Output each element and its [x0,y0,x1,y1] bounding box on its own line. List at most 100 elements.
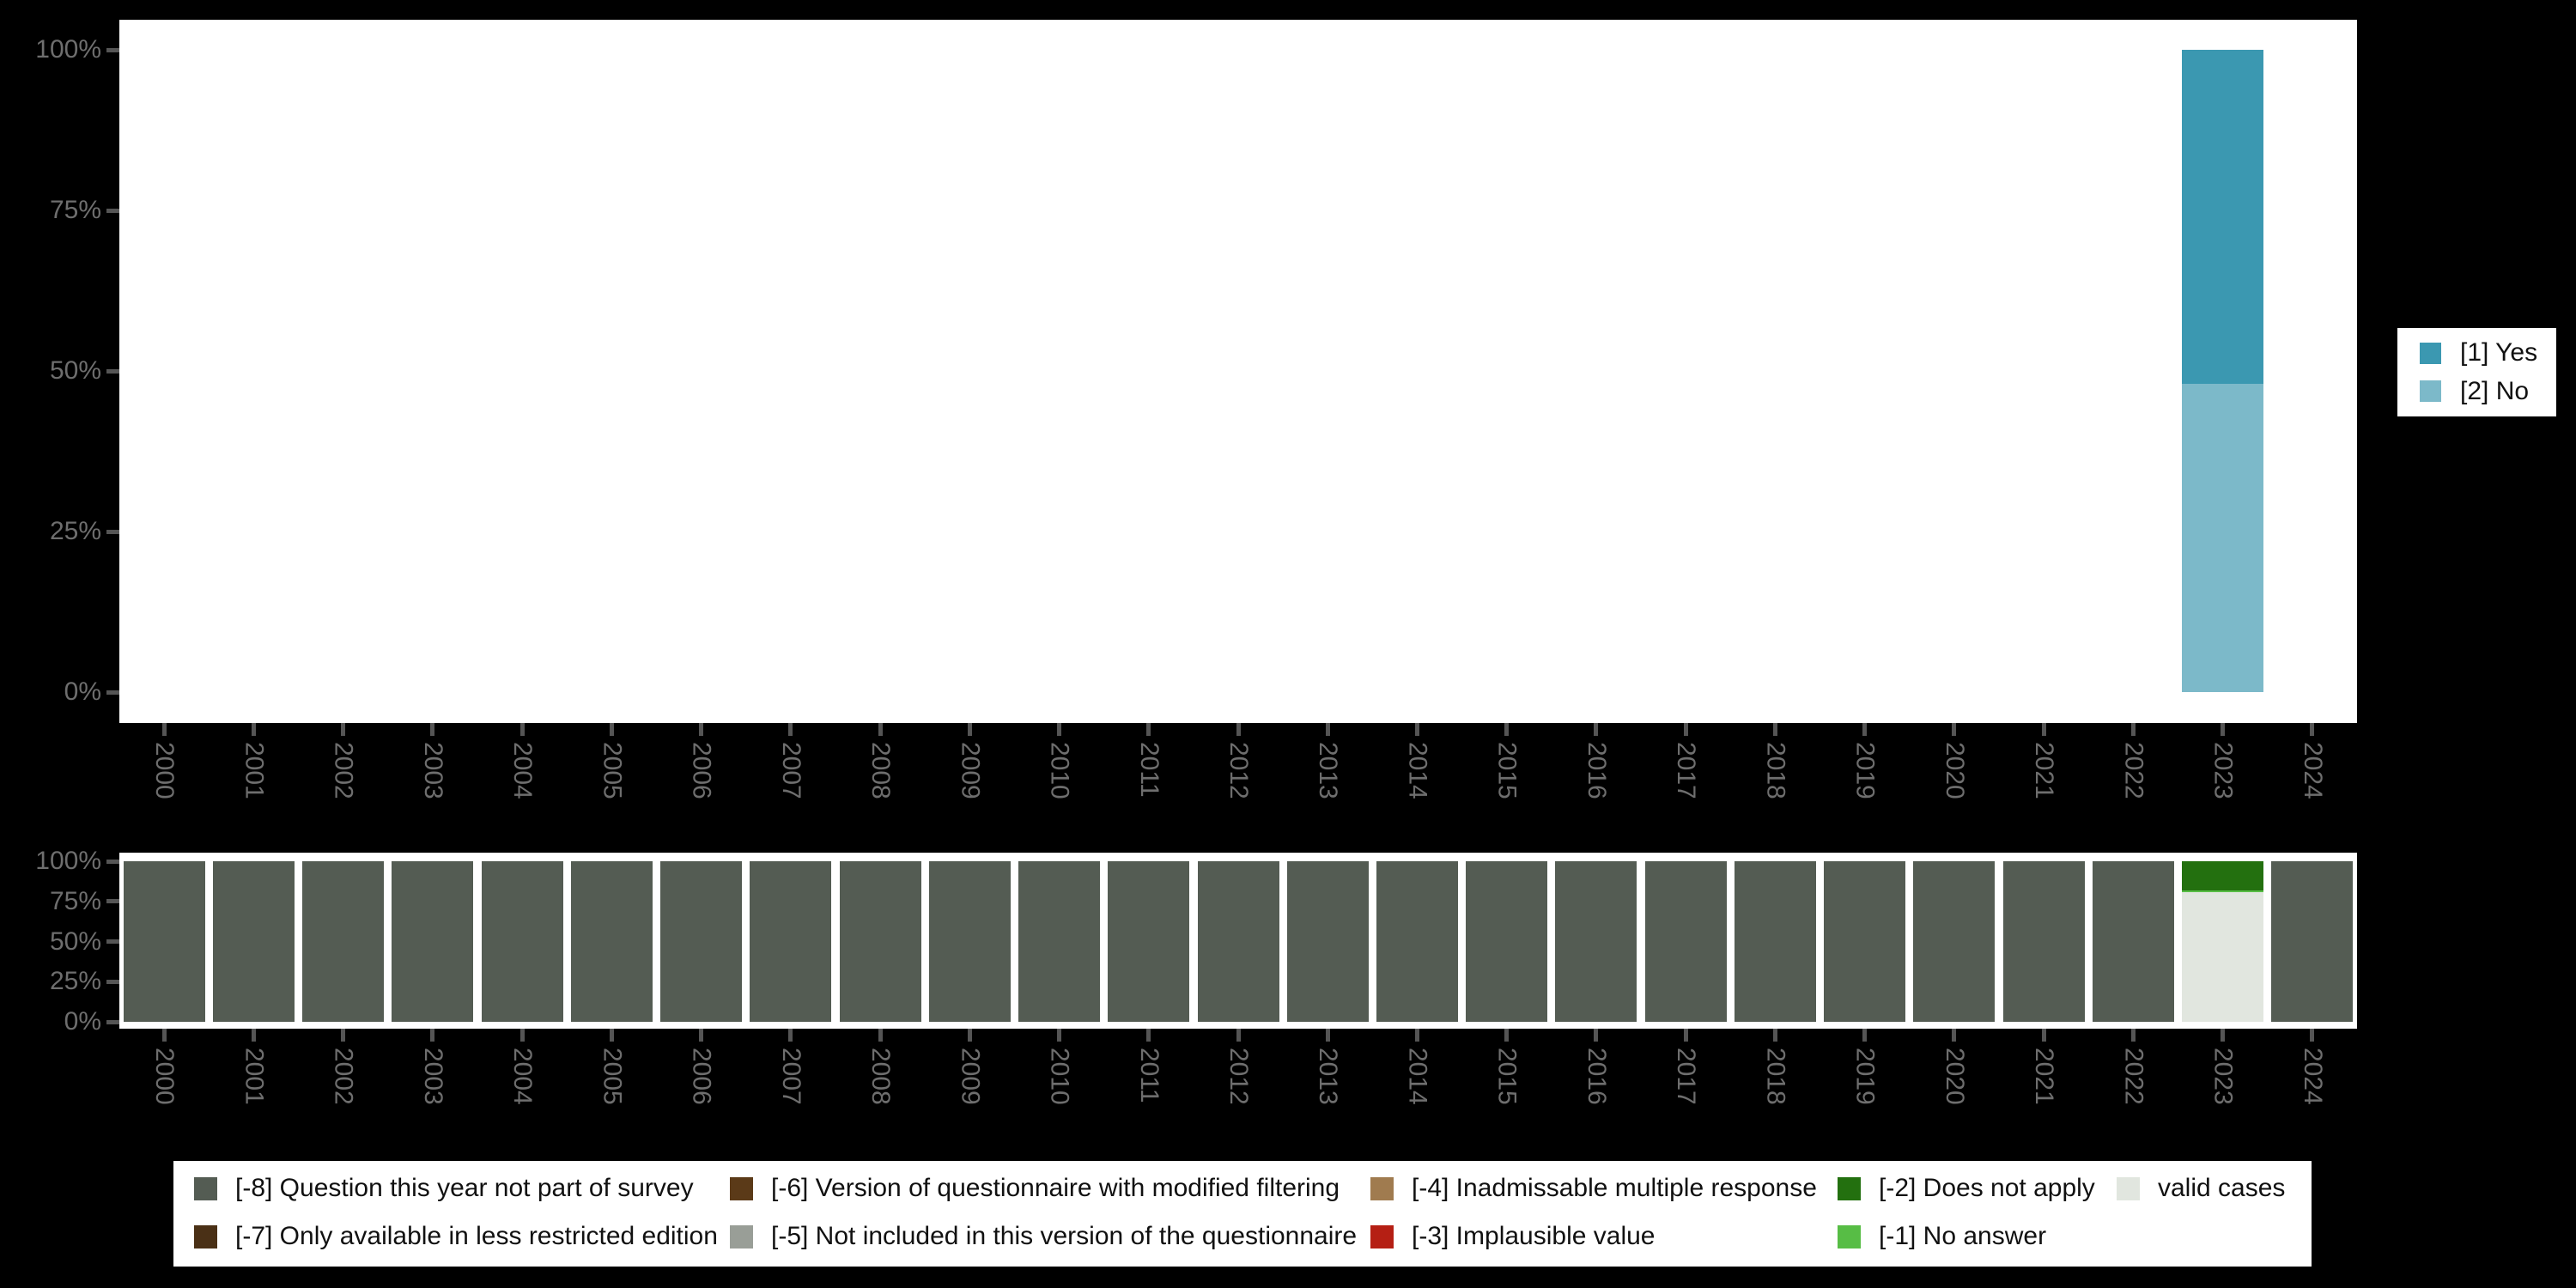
x-tick-label: 2012 [1224,742,1253,799]
missing-legend-item: [-8] Question this year not part of surv… [194,1174,694,1203]
legend-item: [1] Yes [2420,338,2556,368]
x-tick-mark [1772,723,1777,736]
x-tick-label: 2004 [508,1048,538,1105]
bar-segment-2023 [2182,50,2264,384]
x-tick-label: 2003 [418,742,447,799]
y-tick-mark [106,979,119,984]
bar-segment-2015 [1466,861,1548,1022]
y-tick-label: 50% [49,927,101,956]
legend-label: valid cases [2158,1174,2286,1202]
x-tick-mark [430,1029,435,1042]
x-tick-mark [1236,723,1241,736]
missing-values-legend: [-8] Question this year not part of surv… [173,1161,2312,1267]
bar-segment-2017 [1644,861,1727,1022]
missing-legend-item: [-7] Only available in less restricted e… [194,1222,718,1251]
x-tick-mark [1772,1029,1777,1042]
bar-segment-2024 [2271,861,2354,1022]
y-tick-mark [106,47,119,52]
x-tick-label: 2016 [1582,742,1611,799]
x-tick-mark [699,1029,704,1042]
bar-segment-2023 [2182,892,2264,1022]
x-tick-label: 2022 [2119,742,2148,799]
bar-segment-2023 [2182,383,2264,692]
x-tick-mark [878,723,883,736]
x-tick-mark [2310,1029,2315,1042]
legend-label: [-7] Only available in less restricted e… [235,1222,718,1250]
x-tick-label: 2017 [1672,1048,1701,1105]
bar-segment-2018 [1734,861,1816,1022]
bar-segment-2008 [839,861,921,1022]
x-tick-mark [1414,723,1419,736]
x-tick-mark [1594,723,1599,736]
x-tick-mark [519,1029,525,1042]
x-tick-label: 2023 [2208,742,2238,799]
bar-segment-2005 [570,861,653,1022]
y-tick-label: 25% [49,967,101,996]
x-tick-mark [699,723,704,736]
legend-label: [-5] Not included in this version of the… [771,1222,1358,1250]
legend-swatch [2420,342,2441,364]
bar-segment-2002 [302,861,385,1022]
x-tick-label: 2000 [150,742,179,799]
bar-segment-2010 [1018,861,1101,1022]
missing-legend-item: [-6] Version of questionnaire with modif… [730,1174,1340,1203]
x-tick-label: 2013 [1314,1048,1343,1105]
bar-segment-2023 [2182,861,2264,890]
x-tick-mark [2041,1029,2046,1042]
x-tick-label: 2010 [1045,1048,1074,1105]
x-tick-mark [161,1029,167,1042]
y-tick-mark [106,690,119,695]
x-tick-mark [2221,723,2226,736]
legend-swatch [730,1224,753,1249]
x-tick-label: 2004 [508,742,538,799]
missing-legend-item: [-2] Does not apply [1838,1174,2095,1203]
x-tick-mark [1146,1029,1151,1042]
bar-segment-2014 [1376,861,1458,1022]
legend-label: [-6] Version of questionnaire with modif… [771,1174,1340,1202]
bar-segment-2006 [660,861,743,1022]
bar-segment-2004 [481,861,563,1022]
y-tick-mark [106,939,119,944]
x-tick-mark [251,1029,256,1042]
y-tick-mark [106,1019,119,1024]
x-tick-label: 2020 [1940,742,1969,799]
x-tick-mark [967,1029,972,1042]
x-tick-mark [878,1029,883,1042]
x-tick-mark [1952,1029,1957,1042]
x-tick-label: 2005 [598,1048,627,1105]
x-tick-mark [2041,723,2046,736]
bar-segment-2000 [123,861,205,1022]
x-tick-mark [1057,723,1062,736]
x-tick-mark [1325,723,1330,736]
x-tick-mark [609,1029,614,1042]
x-tick-mark [341,723,346,736]
x-tick-label: 2000 [150,1048,179,1105]
x-tick-label: 2021 [2030,1048,2059,1105]
x-tick-mark [609,723,614,736]
x-tick-label: 2008 [866,742,896,799]
bar-segment-2011 [1108,861,1190,1022]
y-tick-label: 0% [64,677,101,706]
x-tick-label: 2003 [418,1048,447,1105]
missing-values-plot-area [119,853,2357,1029]
x-tick-mark [1683,1029,1688,1042]
bar-segment-2013 [1286,861,1369,1022]
x-tick-label: 2024 [2298,742,2327,799]
legend-item: [2] No [2420,377,2556,407]
x-tick-label: 2006 [687,1048,716,1105]
x-tick-label: 2024 [2298,1048,2327,1105]
bar-segment-2022 [2092,861,2174,1022]
x-tick-label: 2007 [776,1048,805,1105]
x-tick-label: 2007 [776,742,805,799]
bar-segment-2023 [2182,890,2264,893]
y-tick-label: 0% [64,1007,101,1036]
x-tick-mark [1504,723,1510,736]
y-tick-label: 100% [35,35,101,64]
bar-segment-2019 [1824,861,1906,1022]
x-tick-mark [1594,1029,1599,1042]
x-tick-label: 2023 [2208,1048,2238,1105]
x-tick-label: 2002 [329,1048,358,1105]
legend-label: [-3] Implausible value [1412,1222,1656,1250]
legend-swatch [730,1176,753,1200]
x-tick-mark [1862,1029,1868,1042]
